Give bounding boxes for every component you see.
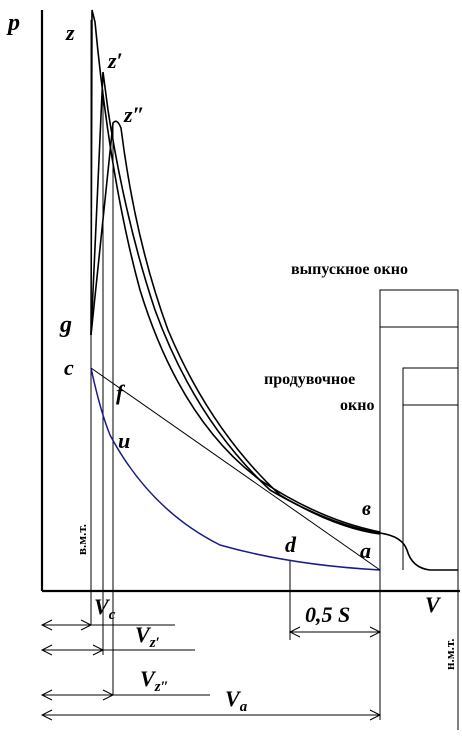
c-line: [90, 367, 381, 571]
point-f-label: f: [116, 380, 126, 405]
point-d-label: d: [285, 532, 297, 557]
point-z1-label: z′: [107, 48, 123, 73]
point-z-label: z: [65, 20, 75, 45]
dimension-arrows: [40, 619, 382, 721]
vz1-label: Vz′: [135, 622, 160, 651]
y-axis-label: p: [6, 10, 20, 36]
cycle-curve-z1: [90, 71, 381, 534]
blowdown-curve: [379, 532, 458, 571]
scavenge-port-label-1: продувочное: [264, 371, 355, 388]
tdc-label: в.м.т.: [74, 524, 89, 555]
scavenge-port-box: [402, 367, 459, 406]
point-a-label: a: [360, 538, 371, 563]
x-axis-label: V: [425, 592, 442, 617]
cycle-curve-z: [90, 9, 381, 533]
exhaust-port-label: выпускное окно: [291, 261, 408, 278]
vc-label: Vc: [94, 594, 116, 623]
va-label: Va: [225, 686, 248, 715]
compression-curve: [90, 367, 381, 571]
vz2-label: Vz″: [140, 666, 169, 695]
point-b-label: в: [362, 498, 371, 520]
point-g-label: g: [59, 312, 72, 338]
bdc-label: н.м.т.: [442, 638, 457, 670]
point-u-label: u: [118, 428, 130, 453]
exhaust-port-box: [379, 289, 459, 328]
cycle-curve-z2: [90, 120, 381, 535]
scavenge-port-label-2: окно: [340, 397, 374, 414]
half-stroke-label: 0,5 S: [305, 602, 350, 627]
point-z2-label: z″: [123, 102, 145, 127]
point-c-label: c: [64, 355, 74, 380]
